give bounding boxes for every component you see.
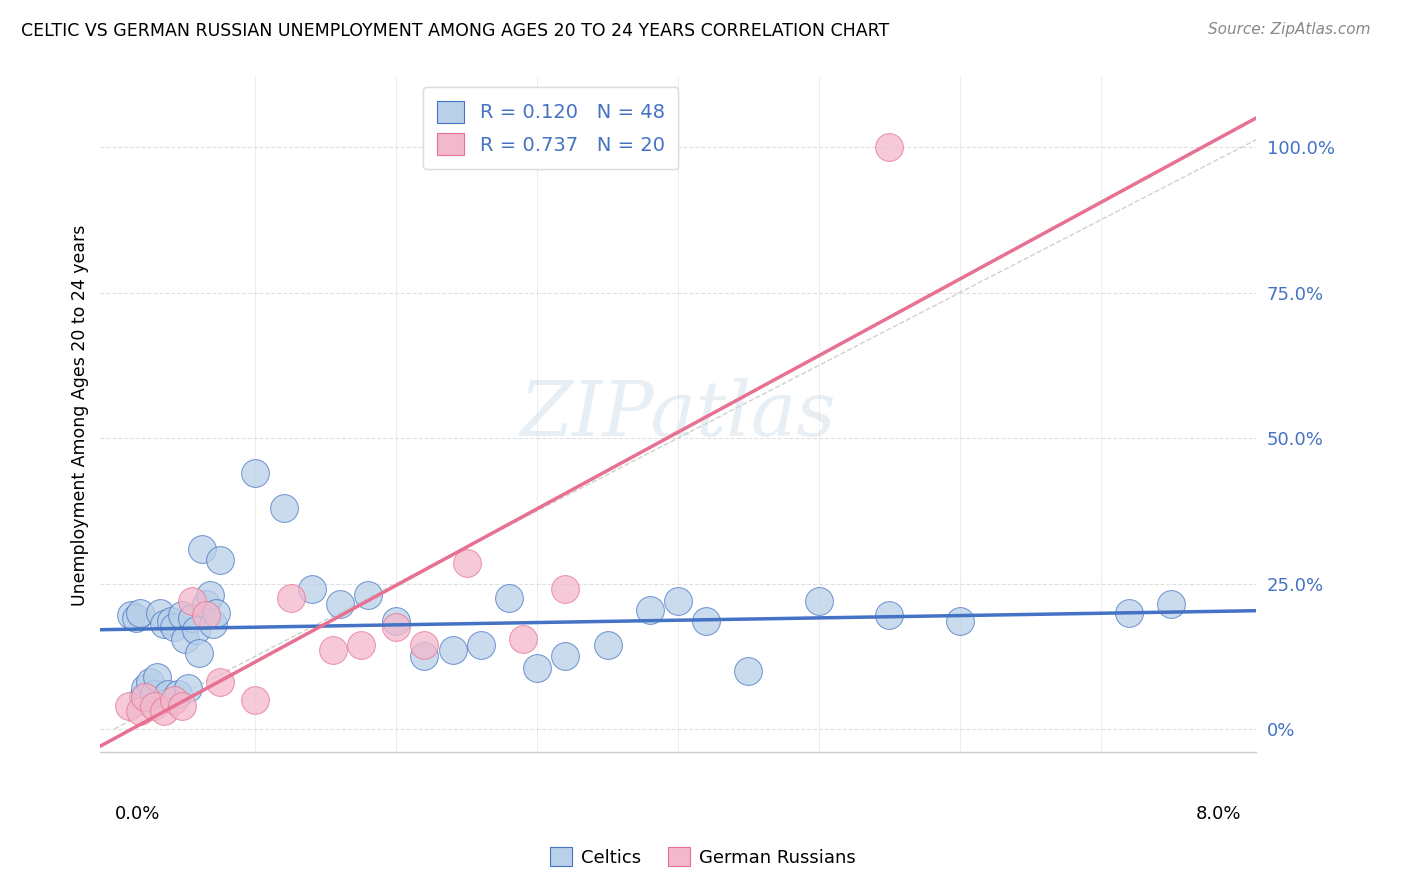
Point [145, 669, 167, 683]
Point [301, 582, 323, 597]
Point [512, 632, 534, 646]
Point [357, 588, 380, 602]
Point [202, 617, 225, 632]
Point [695, 615, 717, 629]
Point [191, 541, 214, 556]
Point [134, 681, 156, 696]
Point [385, 620, 408, 634]
Point [329, 597, 352, 611]
Point [322, 643, 344, 657]
Point [124, 611, 146, 625]
Point [173, 632, 195, 646]
Point [245, 693, 267, 707]
Text: 0.0%: 0.0% [114, 805, 160, 822]
Point [879, 608, 901, 623]
Point [205, 606, 228, 620]
Point [1118, 606, 1140, 620]
Point [156, 687, 179, 701]
Point [177, 681, 200, 696]
Point [554, 582, 576, 597]
Point [152, 617, 174, 632]
Point [181, 594, 204, 608]
Text: ZIPatlas: ZIPatlas [520, 378, 837, 452]
Point [159, 615, 181, 629]
Point [162, 620, 184, 634]
Text: Source: ZipAtlas.com: Source: ZipAtlas.com [1208, 22, 1371, 37]
Point [350, 638, 373, 652]
Point [148, 606, 170, 620]
Point [596, 638, 619, 652]
Point [142, 687, 165, 701]
Point [181, 611, 204, 625]
Legend: R = 0.120   N = 48, R = 0.737   N = 20: R = 0.120 N = 48, R = 0.737 N = 20 [423, 87, 679, 169]
Point [209, 553, 232, 567]
Point [195, 608, 218, 623]
Point [120, 608, 142, 623]
Point [134, 690, 156, 704]
Point [413, 649, 436, 664]
Point [879, 140, 901, 154]
Text: 8.0%: 8.0% [1197, 805, 1241, 822]
Point [807, 594, 830, 608]
Point [195, 597, 218, 611]
Point [498, 591, 520, 605]
Point [128, 606, 150, 620]
Point [470, 638, 492, 652]
Point [186, 623, 208, 637]
Point [162, 693, 184, 707]
Text: CELTIC VS GERMAN RUSSIAN UNEMPLOYMENT AMONG AGES 20 TO 24 YEARS CORRELATION CHAR: CELTIC VS GERMAN RUSSIAN UNEMPLOYMENT AM… [21, 22, 890, 40]
Point [413, 638, 436, 652]
Legend: Celtics, German Russians: Celtics, German Russians [543, 840, 863, 874]
Point [142, 698, 165, 713]
Point [170, 608, 193, 623]
Point [385, 615, 408, 629]
Point [1160, 597, 1182, 611]
Point [737, 664, 759, 678]
Point [554, 649, 576, 664]
Point [245, 466, 267, 480]
Point [166, 687, 188, 701]
Point [638, 602, 661, 616]
Point [441, 643, 464, 657]
Point [273, 500, 295, 515]
Point [152, 705, 174, 719]
Y-axis label: Unemployment Among Ages 20 to 24 years: Unemployment Among Ages 20 to 24 years [72, 224, 89, 606]
Point [131, 690, 153, 704]
Point [666, 594, 689, 608]
Point [170, 698, 193, 713]
Point [456, 556, 478, 570]
Point [188, 646, 211, 660]
Point [117, 698, 139, 713]
Point [209, 675, 232, 690]
Point [526, 661, 548, 675]
Point [200, 588, 222, 602]
Point [128, 705, 150, 719]
Point [138, 675, 160, 690]
Point [280, 591, 302, 605]
Point [949, 615, 972, 629]
